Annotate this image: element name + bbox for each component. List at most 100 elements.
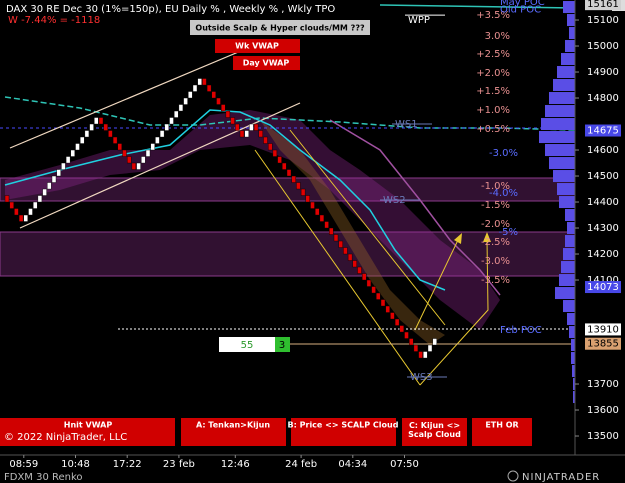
button[interactable] [233,56,300,70]
trend-line [289,129,446,326]
brick [188,91,193,99]
brick [183,97,188,105]
arrow [419,239,489,386]
logo-mark [507,470,519,482]
pct-label: -1.5% [481,200,510,211]
marks [4,1,575,404]
brick [202,78,207,86]
brick [216,97,221,105]
brick [427,344,433,352]
button-label: Day VWAP [243,59,290,68]
brick [324,221,329,229]
brick [4,195,10,203]
pct-label: -4.0% [489,188,518,199]
pct-label: -2.5% [481,237,510,248]
y-tick-label: 13500 [587,431,619,442]
y-tick-label: 14300 [587,223,619,234]
volume-bar [573,391,575,404]
brick [268,143,273,151]
volume-bar [571,352,575,365]
price-marker [585,281,621,294]
volume-bar [567,14,575,27]
button[interactable] [215,39,300,53]
button[interactable] [291,418,396,446]
pct-label: +2.5% [476,49,510,60]
brick [65,156,71,164]
brick [239,130,245,138]
brick [159,130,165,138]
pct-label: +3.5% [476,10,510,21]
brick [150,143,155,151]
volume-bar [559,196,575,209]
volume-bar [545,144,575,157]
x-tick-label: 23 feb [163,459,195,470]
button[interactable] [0,418,175,446]
brick [249,123,254,131]
count: 3 [279,340,285,351]
brick [291,175,296,183]
brick [253,123,259,131]
button[interactable] [472,418,532,446]
brick [399,325,404,333]
volume-bar [561,261,575,274]
button-label: Outside Scalp & Hyper clouds/MM ??? [195,24,365,33]
pct-label: -2.0% [481,219,510,230]
button[interactable] [402,418,467,446]
count-box[interactable] [275,337,290,352]
brick [117,143,123,151]
brick [164,123,170,131]
brick [352,260,357,268]
channel-line [9,44,256,149]
pct-label: -1.0% [481,181,510,192]
y-tick-label: 14500 [587,171,619,182]
pct-label: 3.0% [485,31,510,42]
x-tick-label: 17:22 [113,459,142,470]
poc-label: May POC [500,0,545,8]
ma-line [4,109,446,291]
brick [413,344,419,352]
button[interactable] [181,418,286,446]
brick [300,188,306,196]
quantity: 55 [241,340,254,351]
brick [122,149,127,157]
pct-label: -3.0% [481,256,510,267]
level-label: WS3 [410,372,433,383]
volume-bar [563,300,575,313]
quantity-box[interactable] [219,337,275,352]
volume-bar [541,118,575,131]
y-tick-label: 15100 [587,15,619,26]
pct-label: +0.5% [476,124,510,135]
y-tick-label: 14900 [587,67,619,78]
brick [173,110,179,118]
brick [79,136,85,144]
y-tick-label: 14800 [587,93,619,104]
y-tick-label: 13600 [587,405,619,416]
brick [235,123,240,131]
brick [197,78,202,86]
volume-bar [567,222,575,235]
brick [220,104,226,112]
price-marker [585,323,621,336]
button-label: B: Price <> SCALP Cloud [288,421,399,430]
button-label: C: Kijun <> Scalp Cloud [408,421,461,439]
brick [136,162,141,170]
brick [145,149,151,157]
brick [9,201,14,209]
instrument: FDXM 30 Renko [4,472,83,483]
cloud [5,110,500,330]
brick [70,149,76,157]
brick [357,266,362,274]
brick [366,279,372,287]
brick [272,149,278,157]
brick [423,351,428,359]
brick [98,117,104,125]
x-tick-label: 10:48 [61,459,90,470]
price-marker-label: 13910 [587,324,619,335]
button[interactable] [190,20,370,35]
volume-bar [553,79,575,92]
volume-bar [567,313,575,326]
level-label: WS1 [395,119,418,130]
volume-bar [571,339,575,352]
price-marker [585,0,621,11]
y-tick-label: 14600 [587,145,619,156]
